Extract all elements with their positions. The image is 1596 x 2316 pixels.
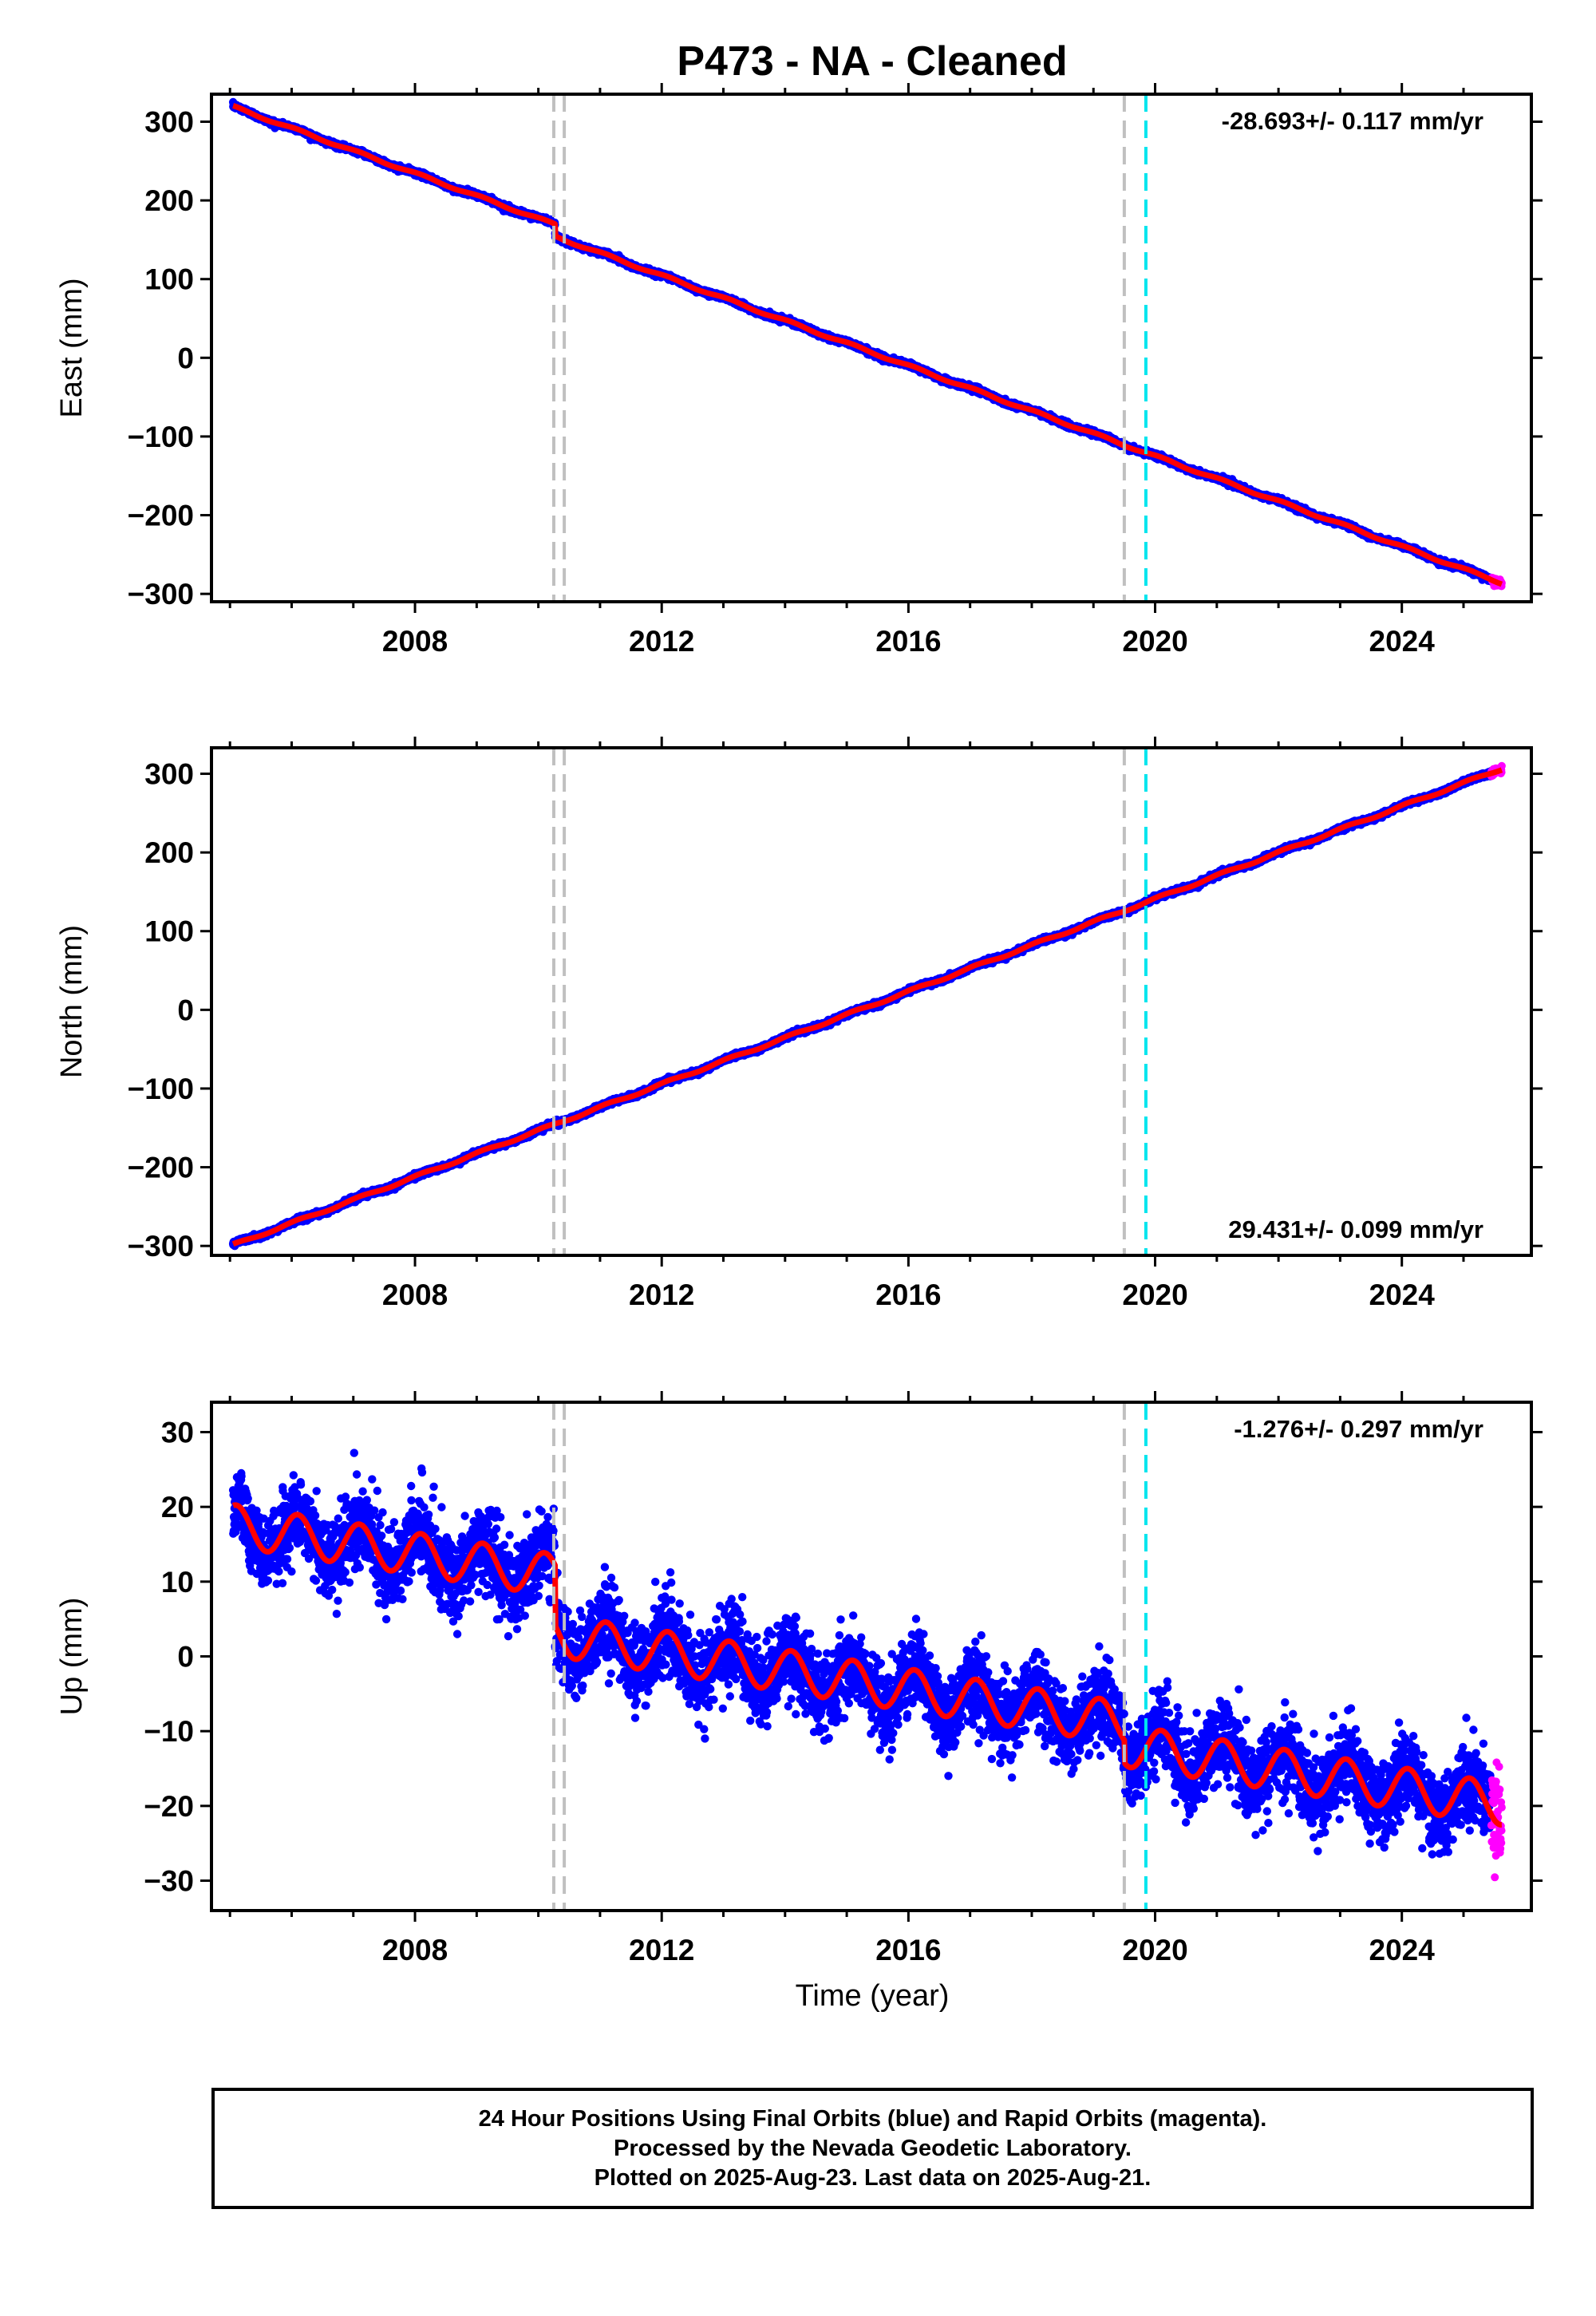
east-plot-area [228, 94, 1506, 602]
chart-title: P473 - NA - Cleaned [677, 38, 1067, 85]
